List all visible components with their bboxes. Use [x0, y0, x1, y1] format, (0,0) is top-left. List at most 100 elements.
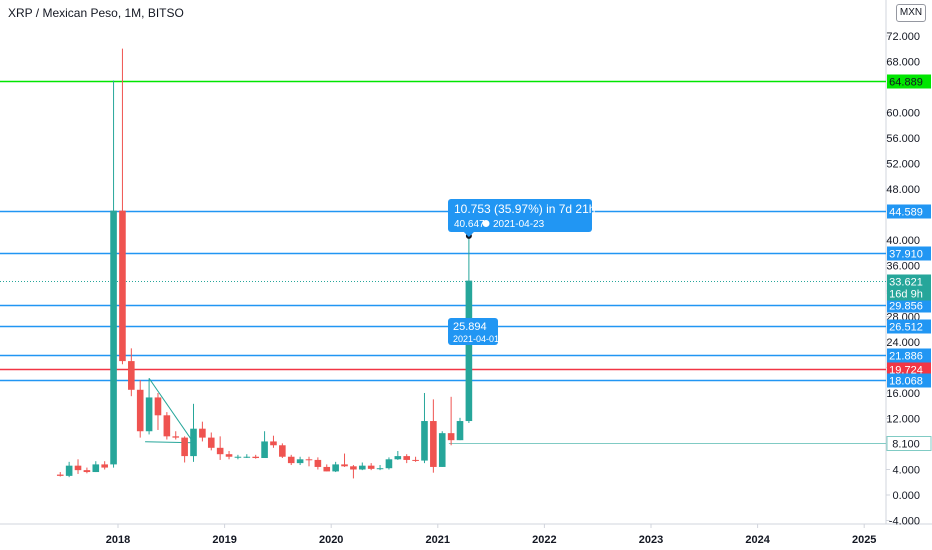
x-tick-label: 2025 [852, 534, 876, 546]
callout-change: 10.753 (35.97%) in 7d 21h [454, 202, 595, 216]
callout-date: 2021-04-01 [453, 334, 499, 344]
price-label: 37.910 [889, 249, 923, 261]
price-label-box [887, 204, 931, 219]
x-tick-label: 2023 [639, 534, 663, 546]
candle-body [225, 454, 233, 457]
y-tick-label: 36.000 [886, 260, 920, 272]
x-tick-label: 2022 [532, 534, 556, 546]
candle-body [376, 468, 384, 470]
candle-body [314, 459, 322, 467]
candle-body [190, 428, 197, 457]
currency-button[interactable]: MXN [896, 4, 926, 22]
candle-body [101, 464, 108, 468]
x-tick-label: 2021 [426, 534, 450, 546]
x-tick-label: 2024 [745, 534, 770, 546]
candle-body [287, 456, 295, 464]
candle-body [56, 474, 64, 476]
candle-body [74, 465, 82, 471]
candle-body [403, 456, 411, 460]
candle-body [412, 459, 419, 461]
candle-body [421, 421, 428, 461]
x-tick-label: 2018 [106, 534, 130, 546]
candle-body [341, 464, 348, 467]
candle-body [128, 361, 135, 390]
candle-body [119, 210, 126, 362]
candle-body [261, 441, 268, 459]
clock-icon [482, 220, 490, 227]
candle-body [172, 436, 180, 438]
candle-body [92, 464, 100, 473]
candle-body [65, 465, 73, 476]
candle-body [279, 445, 286, 457]
candle-body [145, 397, 153, 432]
y-tick-label: 12.000 [886, 413, 920, 425]
y-tick-label: 40.000 [886, 235, 920, 247]
price-label-box [887, 362, 931, 377]
candle-body [136, 389, 144, 432]
x-tick-label: 2020 [319, 534, 343, 546]
candle-body [332, 464, 339, 472]
price-label-box [887, 298, 931, 313]
y-tick-label: 16.000 [886, 388, 920, 400]
candle-body [252, 456, 259, 459]
y-tick-label: 48.000 [886, 184, 920, 196]
candle-body [358, 465, 366, 470]
candle-body [110, 210, 117, 465]
callout-date: 2021-04-23 [493, 219, 545, 230]
x-tick-label: 2019 [212, 534, 236, 546]
countdown-label: 16d 9h [889, 289, 923, 301]
price-label: 18.068 [889, 376, 923, 388]
price-label: 29.856 [889, 301, 923, 313]
price-label-box [887, 373, 931, 388]
candle-body [163, 415, 171, 437]
y-tick-label: 72.000 [886, 31, 920, 43]
callout-price: 40.647 [454, 219, 485, 230]
candle-body [350, 466, 357, 470]
callout-pointer [463, 232, 474, 237]
y-tick-label: 56.000 [886, 133, 920, 145]
y-tick-label: 4.000 [892, 464, 920, 476]
candle-body [447, 433, 455, 441]
price-label-box [887, 74, 931, 89]
price-label: 64.889 [889, 77, 923, 89]
y-tick-label: 24.000 [886, 337, 920, 349]
candle-body [367, 465, 375, 469]
price-label-box [887, 319, 931, 334]
candle-body [270, 441, 277, 446]
y-tick-label: 52.000 [886, 158, 920, 170]
price-label: 8.100 [892, 439, 920, 451]
candle-body [181, 437, 188, 457]
candle-body [243, 456, 251, 458]
y-tick-label: 60.000 [886, 107, 920, 119]
callout-box [448, 318, 498, 345]
last-price-box [887, 274, 931, 301]
callout-price: 25.894 [453, 321, 487, 333]
price-label: 44.589 [889, 207, 923, 219]
price-label: 21.886 [889, 351, 923, 363]
candle-body [296, 459, 304, 464]
candle-body [385, 459, 393, 469]
price-label: 26.512 [889, 322, 923, 334]
candle-body [199, 428, 206, 438]
candle-body [234, 456, 242, 458]
price-label-box [886, 436, 932, 451]
last-price-value: 33.621 [889, 277, 923, 289]
candle-body [438, 433, 446, 467]
price-label-box [887, 246, 931, 261]
candle-body [216, 447, 224, 455]
y-tick-label: -4.000 [889, 516, 920, 528]
candle-body [305, 459, 313, 461]
candle-body [465, 280, 473, 422]
candle-body [394, 456, 402, 460]
y-tick-label: 0.000 [892, 490, 920, 502]
candle-body [83, 470, 91, 473]
candle-body [154, 397, 162, 416]
symbol-title: XRP / Mexican Peso, 1M, BITSO [8, 6, 184, 20]
trend-line [148, 378, 194, 443]
candle-body [430, 421, 437, 467]
y-tick-label: 68.000 [886, 56, 920, 68]
candle-body [456, 421, 464, 441]
candle-body [323, 466, 331, 472]
